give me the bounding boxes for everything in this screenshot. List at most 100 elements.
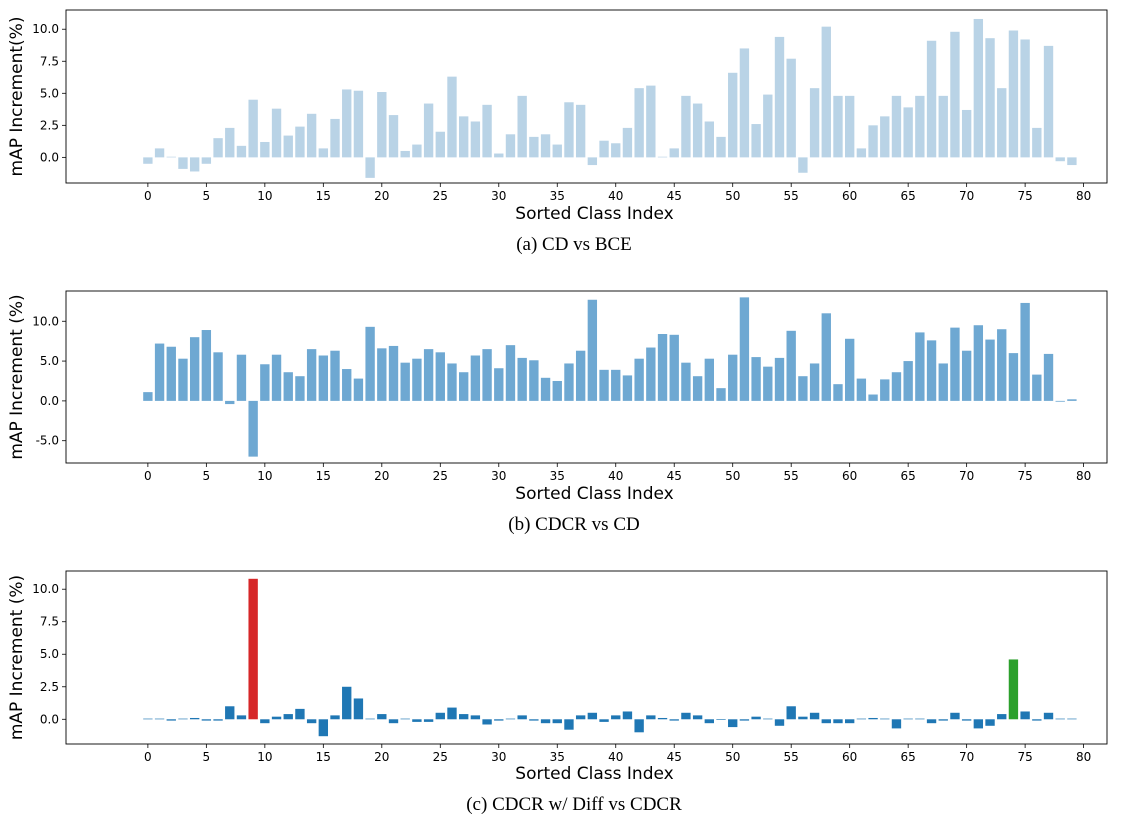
y-tick-label: 2.5 xyxy=(40,118,59,132)
bar-17 xyxy=(342,686,352,720)
bar-66 xyxy=(915,95,925,158)
subplot-2: 0 5 10 15 20 25 30 35 40 45 50 55 60 65 70 75 80 0.0 2.5 5.… xyxy=(7,570,1108,814)
bar-53 xyxy=(763,718,773,720)
bar-76 xyxy=(1032,719,1042,721)
axes-frame xyxy=(65,9,1108,184)
bar-64 xyxy=(891,719,902,729)
y-axis-label: mAP Increment (%) xyxy=(7,575,27,740)
bar-53 xyxy=(763,94,773,158)
bar-66 xyxy=(915,332,925,401)
bar-54 xyxy=(774,36,785,158)
bar-54 xyxy=(774,357,785,401)
y-axis-label: mAP Increment(%) xyxy=(7,17,27,177)
y-tick-label: 7.5 xyxy=(40,615,59,629)
bar-58 xyxy=(821,26,831,158)
bar-11 xyxy=(271,716,282,720)
x-tick-label: 0 xyxy=(144,189,152,203)
bar-0 xyxy=(143,157,153,164)
bar-61 xyxy=(856,718,867,720)
x-tick-label: 35 xyxy=(550,750,565,764)
x-tick-label: 10 xyxy=(257,189,272,203)
bar-18 xyxy=(353,90,364,158)
bar-4 xyxy=(189,717,200,720)
x-tick-label: 30 xyxy=(491,469,506,483)
bar-4 xyxy=(189,337,200,401)
x-tick-label: 20 xyxy=(374,469,389,483)
x-tick-label: 35 xyxy=(550,189,565,203)
bar-44 xyxy=(657,717,668,720)
y-tick-label: -5.0 xyxy=(36,434,59,448)
bar-47 xyxy=(692,376,703,401)
bar-40 xyxy=(611,143,621,158)
x-tick-label: 35 xyxy=(550,469,565,483)
bar-63 xyxy=(880,379,890,401)
bar-72 xyxy=(985,339,995,401)
bar-72 xyxy=(985,38,995,158)
bar-10 xyxy=(260,719,270,724)
bar-12 xyxy=(283,372,293,401)
bar-79 xyxy=(1067,718,1077,720)
bar-31 xyxy=(505,345,516,401)
bar-78 xyxy=(1055,718,1065,720)
bar-59 xyxy=(833,719,843,724)
bar-41 xyxy=(622,375,633,401)
bar-73 xyxy=(997,88,1007,158)
x-tick-label: 50 xyxy=(725,750,740,764)
bar-36 xyxy=(564,363,574,401)
bar-10 xyxy=(260,141,270,158)
axes-frame xyxy=(65,290,1108,464)
bar-21 xyxy=(388,115,399,158)
bar-20 xyxy=(377,92,387,158)
x-tick-label: 25 xyxy=(433,189,448,203)
bar-55 xyxy=(786,706,796,720)
bar-42 xyxy=(634,358,644,401)
bar-19 xyxy=(365,326,375,401)
bar-57 xyxy=(809,363,820,401)
bar-34 xyxy=(540,377,551,401)
bar-43 xyxy=(646,347,656,401)
bar-29 xyxy=(482,719,492,725)
bar-18 xyxy=(353,698,364,720)
bar-33 xyxy=(529,360,539,401)
x-tick-label: 45 xyxy=(667,189,682,203)
x-tick-label: 55 xyxy=(784,189,799,203)
bar-7 xyxy=(225,127,235,158)
bar-35 xyxy=(552,144,562,158)
bar-32 xyxy=(517,715,527,720)
x-tick-label: 5 xyxy=(203,189,211,203)
bar-3 xyxy=(178,358,188,401)
bar-12 xyxy=(283,135,293,158)
bar-77 xyxy=(1043,45,1054,158)
x-tick-label: 70 xyxy=(959,189,974,203)
x-tick-label: 0 xyxy=(144,469,152,483)
bar-7 xyxy=(225,400,235,405)
bar-76 xyxy=(1032,127,1042,158)
bar-23 xyxy=(412,719,422,722)
bar-24 xyxy=(423,719,434,722)
bar-20 xyxy=(377,348,387,401)
bar-18 xyxy=(353,378,364,401)
bar-7 xyxy=(225,706,235,720)
bar-64 xyxy=(891,95,902,158)
bar-31 xyxy=(505,134,516,158)
bar-75 xyxy=(1020,39,1030,158)
bar-5 xyxy=(201,330,212,401)
bar-65 xyxy=(903,361,913,401)
bar-71 xyxy=(973,18,984,158)
bar-19 xyxy=(365,718,375,720)
x-tick-label: 60 xyxy=(842,189,857,203)
bar-22 xyxy=(400,362,410,401)
bar-32 xyxy=(517,95,527,158)
bar-41 xyxy=(622,711,633,720)
bar-36 xyxy=(564,719,574,730)
bar-25 xyxy=(435,352,445,401)
bar-25 xyxy=(435,712,445,720)
bar-65 xyxy=(903,718,913,720)
bar-11 xyxy=(271,354,282,401)
bar-43 xyxy=(646,715,656,720)
bar-70 xyxy=(961,109,972,158)
bar-15 xyxy=(318,148,329,158)
x-tick-label: 20 xyxy=(374,750,389,764)
x-tick-label: 10 xyxy=(257,469,272,483)
bar-28 xyxy=(470,121,481,158)
